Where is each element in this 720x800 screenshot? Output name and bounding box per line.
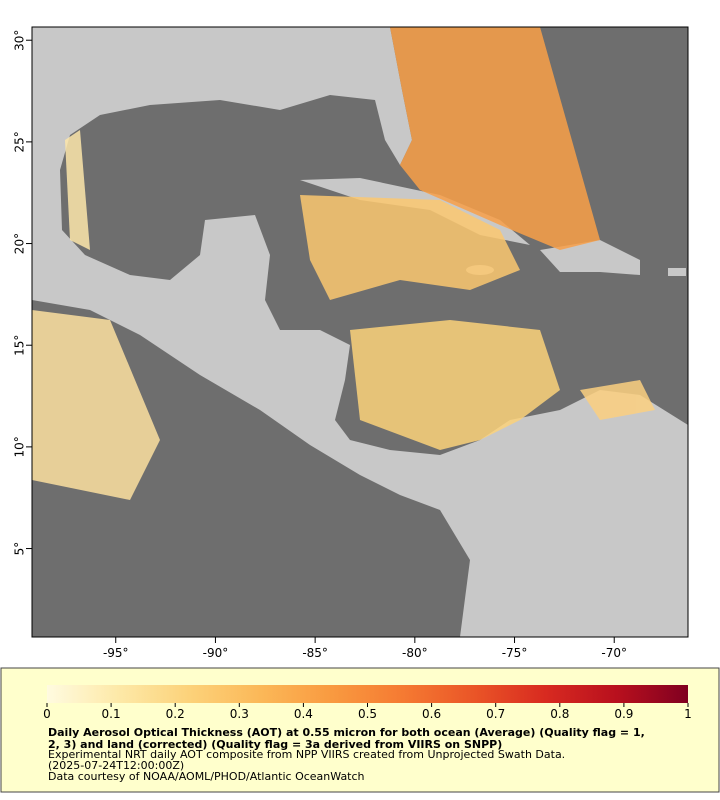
x-tick-label: -80° <box>402 646 428 660</box>
x-tick-label: -75° <box>502 646 528 660</box>
colorbar <box>47 685 688 703</box>
land <box>32 27 688 637</box>
caption-line: Data courtesy of NOAA/AOML/PHOD/Atlantic… <box>48 770 365 783</box>
map <box>32 27 688 637</box>
colorbar-tick-label: 0.4 <box>294 707 313 721</box>
x-tick-label: -70° <box>601 646 627 660</box>
x-tick-label: -85° <box>302 646 328 660</box>
y-tick-label: 10° <box>13 436 27 457</box>
map-frame <box>31 26 689 638</box>
y-tick-label: 5° <box>13 542 27 556</box>
y-tick-label: 25° <box>13 131 27 152</box>
y-tick-label: 30° <box>13 30 27 51</box>
y-tick-label: 15° <box>13 335 27 356</box>
caption-line: Experimental NRT daily AOT composite fro… <box>48 748 565 761</box>
colorbar-tick-label: 0.8 <box>550 707 569 721</box>
colorbar-tick-label: 0.5 <box>358 707 377 721</box>
colorbar-tick-label: 0.6 <box>422 707 441 721</box>
caption-title: 2, 3) and land (corrected) (Quality flag… <box>48 738 502 751</box>
colorbar-tick-label: 0.1 <box>102 707 121 721</box>
colorbar-tick-label: 0.3 <box>230 707 249 721</box>
colorbar-tick-label: 0.7 <box>486 707 505 721</box>
colorbar-tick-label: 0 <box>43 707 51 721</box>
caption-title: Daily Aerosol Optical Thickness (AOT) at… <box>48 726 645 739</box>
colorbar-tick-label: 0.2 <box>166 707 185 721</box>
caption-line: (2025-07-24T12:00:00Z) <box>48 759 184 772</box>
colorbar-tick-label: 0.9 <box>614 707 633 721</box>
puerto-rico <box>668 268 686 276</box>
colorbar-tick-label: 1 <box>684 707 692 721</box>
x-tick-label: -90° <box>203 646 229 660</box>
x-tick-label: -95° <box>103 646 129 660</box>
aot-swaths <box>32 27 655 500</box>
y-tick-label: 20° <box>13 233 27 254</box>
